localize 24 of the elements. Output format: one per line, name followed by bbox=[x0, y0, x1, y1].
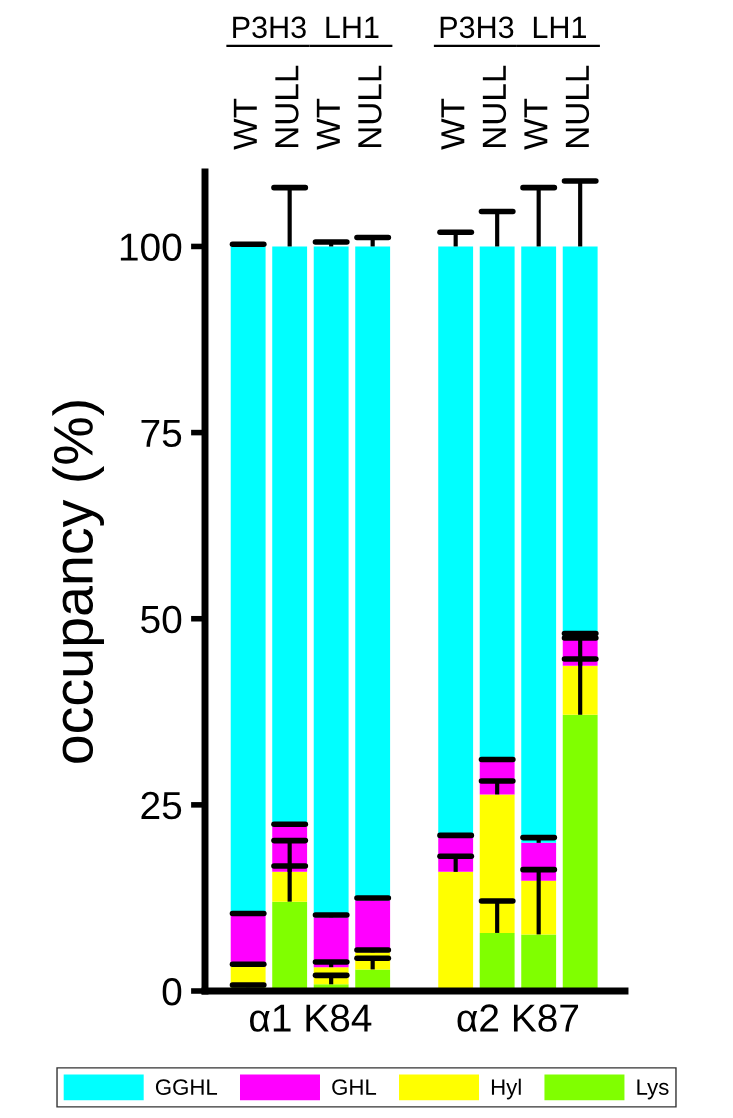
y-axis-title: occupancy (%) bbox=[52, 401, 105, 763]
y-tick-label: 0 bbox=[162, 977, 182, 1006]
legend-label: GGHL bbox=[155, 1079, 218, 1095]
y-tick-label: 100 bbox=[120, 233, 182, 261]
text: LH1 bbox=[326, 16, 379, 38]
text: α2 K87 bbox=[457, 1004, 579, 1032]
legend-label: Hyl bbox=[491, 1078, 521, 1100]
x-tick-label: NULL bbox=[565, 65, 590, 148]
x-tick-label: WT bbox=[441, 98, 465, 150]
x-tick-label: WT bbox=[316, 98, 340, 150]
x-tick-label: WT bbox=[524, 98, 548, 150]
text: α1 K84 bbox=[250, 1004, 372, 1032]
y-tick-label: 25 bbox=[141, 791, 182, 820]
x-tick-label: NULL bbox=[275, 65, 299, 148]
legend-label: Lys bbox=[637, 1079, 669, 1100]
legend-label: GHL bbox=[332, 1079, 377, 1095]
y-tick-label: 50 bbox=[141, 605, 182, 634]
y-tick-label: 75 bbox=[141, 419, 182, 448]
text: LH1 bbox=[533, 16, 586, 38]
x-tick-label: NULL bbox=[358, 65, 382, 148]
text: P3H3 bbox=[233, 16, 306, 39]
x-tick-label: WT bbox=[233, 98, 257, 150]
text: P3H3 bbox=[440, 16, 514, 39]
x-tick-label: NULL bbox=[482, 65, 507, 148]
